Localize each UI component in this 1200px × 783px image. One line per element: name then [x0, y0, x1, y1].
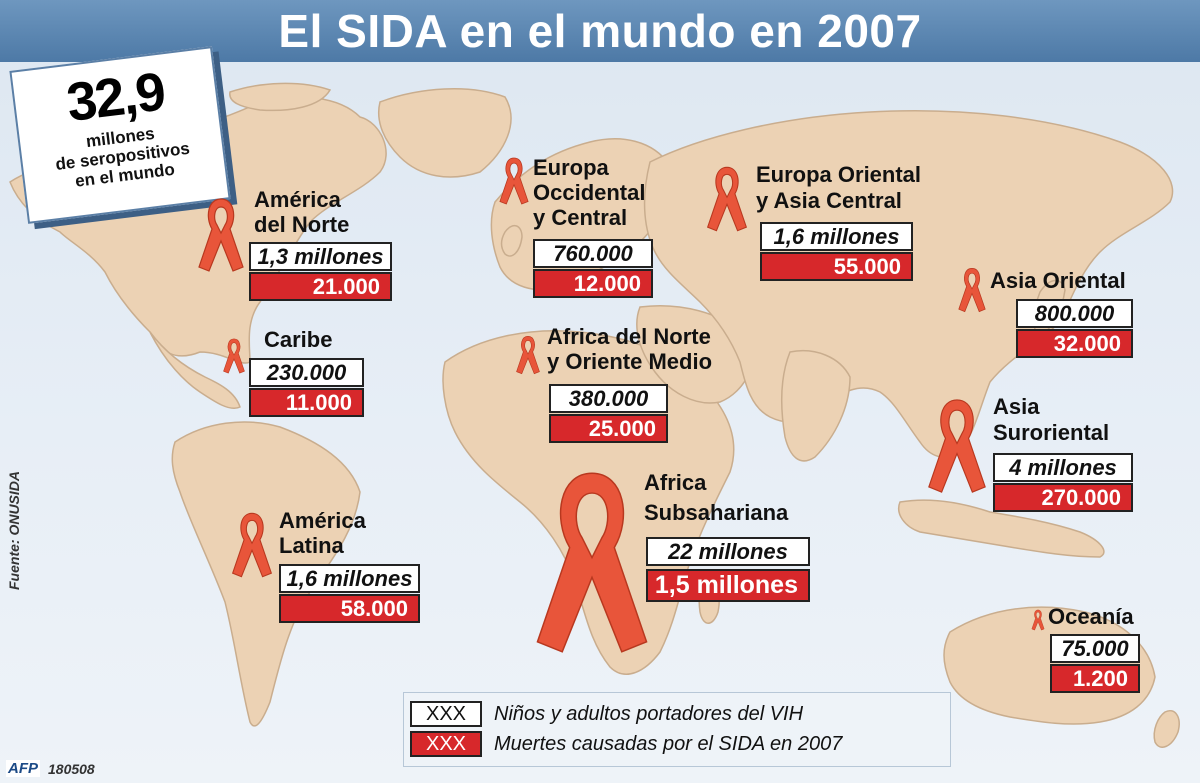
region-name-line: y Oriente Medio [547, 349, 713, 374]
region-name-line: Africa del Norte [547, 324, 711, 349]
region-name-line: y Central [533, 205, 628, 230]
region-name-line: del Norte [254, 212, 350, 237]
region-name-line: Asia [993, 394, 1040, 419]
new-zealand-landmass [1153, 710, 1180, 748]
infected-count-box: 800.000 [1016, 299, 1133, 328]
ribbon-icon [958, 268, 986, 313]
india-landmass [780, 350, 851, 462]
se-asia-islands-landmass [898, 499, 1105, 558]
legend-infected-swatch: XXX [410, 701, 482, 727]
ribbon-icon [499, 157, 529, 205]
region-name-line: Occidental [533, 180, 646, 205]
graphic-code: 180508 [48, 760, 95, 777]
region-name-line: Europa [533, 155, 609, 180]
infected-count-box: 75.000 [1050, 634, 1140, 663]
region-name-line: Caribe [264, 327, 333, 352]
region-name-line: América [279, 508, 366, 533]
region-name-line: Africa [644, 470, 707, 495]
region-name-line: Asia Oriental [990, 268, 1126, 293]
ribbon-icon [928, 399, 986, 493]
ribbon-icon [223, 338, 245, 374]
deaths-count-box: 25.000 [549, 414, 668, 443]
legend-deaths-label: Muertes causadas por el SIDA en 2007 [494, 733, 843, 755]
legend-infected-label: Niños y adultos portadores del VIH [494, 703, 804, 725]
infected-count-box: 760.000 [533, 239, 653, 268]
greenland-landmass [378, 88, 512, 178]
infected-count-box: 4 millones [993, 453, 1133, 482]
ribbon-icon [231, 512, 273, 578]
arctic-islands-landmass [229, 82, 332, 112]
infected-count-box: 1,3 millones [249, 242, 392, 271]
deaths-count-box: 58.000 [279, 594, 420, 623]
infected-count-box: 1,6 millones [760, 222, 913, 251]
infected-count-box: 22 millones [646, 537, 810, 566]
region-name-line: Europa Oriental [756, 162, 922, 187]
agency-credit: AFP 180508 [6, 760, 95, 777]
ribbon-icon [706, 166, 748, 232]
page-title: El SIDA en el mundo en 2007 [278, 5, 922, 57]
deaths-count-box: 55.000 [760, 252, 913, 281]
infected-count-box: 1,6 millones [279, 564, 420, 593]
ribbon-icon [536, 472, 648, 653]
deaths-count-box: 1,5 millones [646, 569, 810, 602]
region-name-line: Suroriental [993, 420, 1110, 445]
region-name-line: Subsahariana [644, 500, 789, 525]
region-name-line: América [254, 187, 341, 212]
region-name-line: Latina [279, 533, 344, 558]
deaths-count-box: 11.000 [249, 388, 364, 417]
deaths-count-box: 12.000 [533, 269, 653, 298]
central-america-landmass [149, 331, 241, 409]
source-credit: Fuente: ONUSIDA [6, 471, 22, 590]
afp-logo: AFP [6, 760, 40, 777]
uk-landmass [500, 225, 523, 257]
deaths-count-box: 21.000 [249, 272, 392, 301]
ribbon-icon [198, 198, 244, 272]
region-name-line: Oceanía [1048, 604, 1134, 629]
ribbon-icon [516, 335, 540, 375]
legend-deaths-swatch: XXX [410, 731, 482, 757]
region-name-line: y Asia Central [756, 188, 902, 213]
deaths-count-box: 32.000 [1016, 329, 1133, 358]
deaths-count-box: 270.000 [993, 483, 1133, 512]
infected-count-box: 380.000 [549, 384, 668, 413]
ribbon-icon [1031, 609, 1045, 631]
infected-count-box: 230.000 [249, 358, 364, 387]
legend: XXX Niños y adultos portadores del VIH X… [403, 692, 951, 767]
deaths-count-box: 1.200 [1050, 664, 1140, 693]
